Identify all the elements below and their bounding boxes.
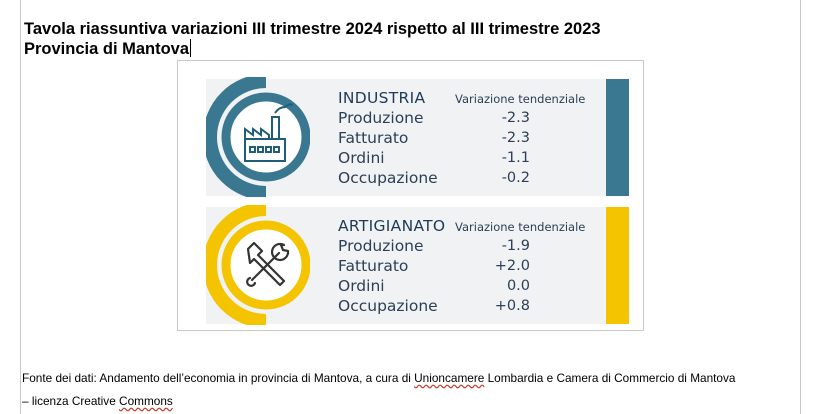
industria-row-value: -2.3 <box>501 130 530 146</box>
artigianato-row-value: 0.0 <box>506 278 530 294</box>
artigianato-row-label: Occupazione <box>338 297 438 315</box>
artigianato-subtitle: Variazione tendenziale <box>455 220 586 234</box>
industria-row-value: -1.1 <box>501 150 530 166</box>
industria-row-label: Occupazione <box>338 169 438 187</box>
industria-subtitle: Variazione tendenziale <box>455 92 586 106</box>
artigianato-row-value: +2.0 <box>494 258 530 274</box>
industria-color-stripe <box>606 79 629 196</box>
industria-title: INDUSTRIA <box>338 89 426 107</box>
artigianato-row-label: Produzione <box>338 237 424 255</box>
industria-row-label: Fatturato <box>338 129 409 147</box>
tools-icon <box>203 202 311 328</box>
factory-icon <box>203 74 311 200</box>
summary-infographic[interactable]: INDUSTRIA Variazione tendenziale Produzi… <box>177 60 644 331</box>
source-text-3[interactable]: – licenza Creative <box>22 394 120 408</box>
industria-row-label: Ordini <box>338 149 385 167</box>
text-cursor <box>190 39 192 57</box>
industria-row-value: -2.3 <box>501 110 530 126</box>
title-line-2[interactable]: Provincia di Mantova <box>24 39 601 59</box>
artigianato-color-stripe <box>606 207 629 324</box>
artigianato-row-label: Ordini <box>338 277 385 295</box>
source-text-2[interactable]: Lombardia e Camera di Commercio di Manto… <box>484 371 736 385</box>
source-text-1[interactable]: Fonte dei dati: Andamento dell’economia … <box>22 371 415 385</box>
page-margin-right <box>800 0 801 414</box>
artigianato-row-value: +0.8 <box>494 298 530 314</box>
source-note[interactable]: Fonte dei dati: Andamento dell’economia … <box>22 367 812 413</box>
spellcheck-word-commons[interactable]: Commons <box>119 394 173 408</box>
title-line-1[interactable]: Tavola riassuntiva variazioni III trimes… <box>24 20 601 38</box>
industria-row-value: -0.2 <box>501 170 530 186</box>
artigianato-row-value: -1.9 <box>501 238 530 254</box>
industria-row-label: Produzione <box>338 109 424 127</box>
spellcheck-word-unioncamere[interactable]: Unioncamere <box>414 371 485 385</box>
artigianato-title: ARTIGIANATO <box>338 217 446 235</box>
document-title[interactable]: Tavola riassuntiva variazioni III trimes… <box>24 19 601 59</box>
title-line-2-text[interactable]: Provincia di Mantova <box>24 40 190 58</box>
artigianato-row-label: Fatturato <box>338 257 409 275</box>
industria-badge <box>203 74 311 202</box>
page-margin-left <box>20 0 21 414</box>
artigianato-badge <box>203 202 311 330</box>
